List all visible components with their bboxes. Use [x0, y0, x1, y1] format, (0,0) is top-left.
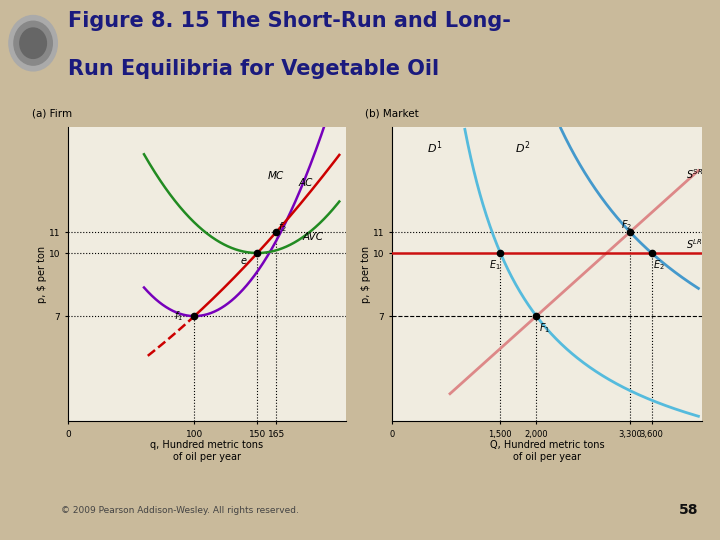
Y-axis label: p, $ per ton: p, $ per ton — [361, 246, 372, 302]
Text: $F_2$: $F_2$ — [621, 218, 632, 232]
Y-axis label: p, $ per ton: p, $ per ton — [37, 246, 48, 302]
Text: $S^{SR}$: $S^{SR}$ — [686, 167, 703, 181]
Ellipse shape — [20, 28, 46, 58]
Text: AC: AC — [299, 178, 313, 188]
Text: $D^1$: $D^1$ — [427, 139, 443, 156]
Text: © 2009 Pearson Addison-Wesley. All rights reserved.: © 2009 Pearson Addison-Wesley. All right… — [61, 506, 299, 515]
Text: $f_2$: $f_2$ — [277, 220, 287, 234]
Text: Run Equilibria for Vegetable Oil: Run Equilibria for Vegetable Oil — [68, 59, 439, 79]
X-axis label: Q, Hundred metric tons
of oil per year: Q, Hundred metric tons of oil per year — [490, 440, 605, 462]
Text: $E_2$: $E_2$ — [653, 258, 665, 272]
Text: $E_1$: $E_1$ — [489, 258, 500, 272]
Text: $f_1$: $f_1$ — [174, 309, 184, 323]
Text: MC: MC — [267, 172, 284, 181]
Text: $D^2$: $D^2$ — [515, 139, 530, 156]
Ellipse shape — [9, 16, 58, 71]
Text: Figure 8. 15 The Short-Run and Long-: Figure 8. 15 The Short-Run and Long- — [68, 10, 511, 31]
Text: $S^{LR}$: $S^{LR}$ — [686, 237, 703, 251]
Text: (a) Firm: (a) Firm — [32, 108, 73, 118]
Text: e: e — [241, 255, 247, 266]
Ellipse shape — [14, 21, 53, 65]
Text: AVC: AVC — [302, 232, 324, 242]
Text: 58: 58 — [679, 503, 698, 517]
X-axis label: q, Hundred metric tons
of oil per year: q, Hundred metric tons of oil per year — [150, 440, 264, 462]
Text: $F_1$: $F_1$ — [539, 321, 550, 335]
Text: (b) Market: (b) Market — [364, 108, 418, 118]
